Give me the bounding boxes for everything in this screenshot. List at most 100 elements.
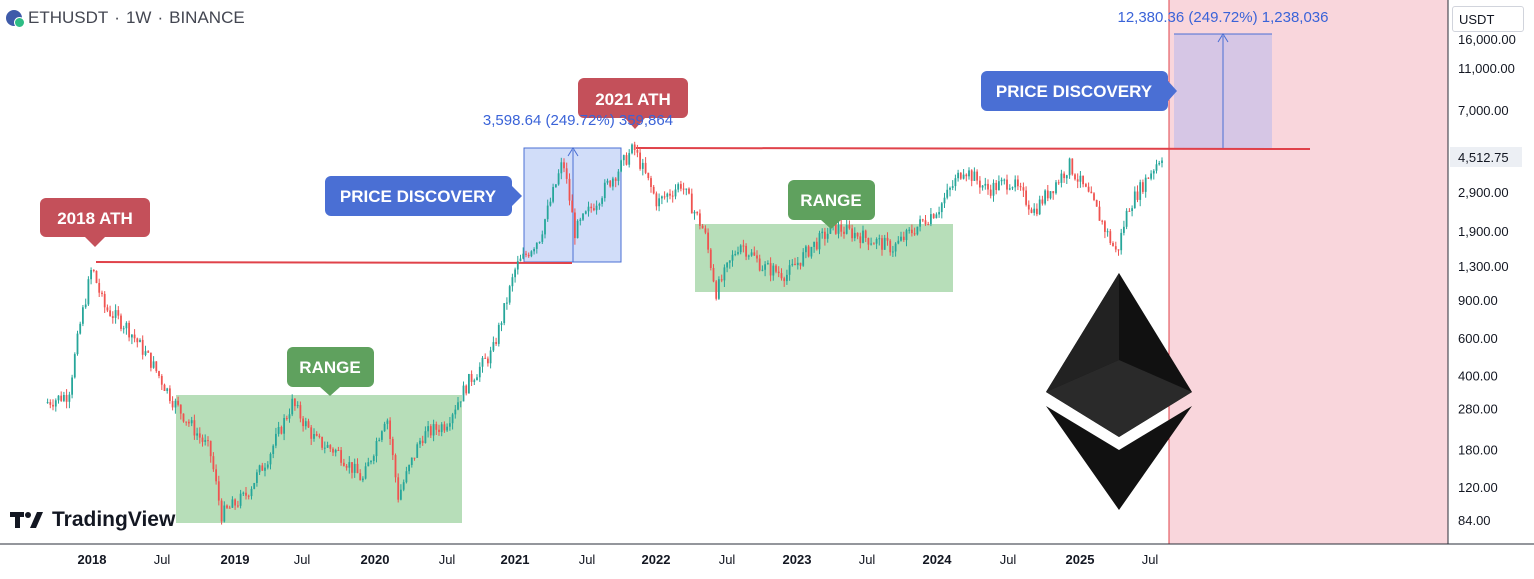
candle-up xyxy=(1079,175,1082,182)
candle-up xyxy=(424,431,427,443)
candle-down xyxy=(188,421,190,424)
candle-up xyxy=(492,342,495,351)
header-separator: · xyxy=(114,8,120,27)
candle-down xyxy=(391,439,394,456)
candle-up xyxy=(323,447,326,449)
measure-label-2: 12,380.36 (249.72%) 1,238,036 xyxy=(1117,9,1328,26)
x-tick-label: Jul xyxy=(1000,552,1017,567)
candle-down xyxy=(834,221,837,234)
candle-down xyxy=(590,206,593,209)
candle-up xyxy=(1033,208,1036,213)
candle-up xyxy=(462,385,465,402)
candle-up xyxy=(367,462,370,467)
candle-up xyxy=(1000,179,1003,182)
candle-up xyxy=(256,472,258,483)
candle-down xyxy=(563,162,565,169)
candle-up xyxy=(631,144,633,154)
x-tick-labels: 2018 Jul 2019 Jul 2020 Jul 2021 Jul 2022 Jul 2023 J… xyxy=(78,552,1159,567)
candle-up xyxy=(552,187,554,202)
candle-down xyxy=(1142,182,1144,192)
candle-down xyxy=(1019,186,1022,188)
candle-up xyxy=(598,203,601,206)
candle-down xyxy=(209,440,212,457)
badge-discovery-1-text: PRICE DISCOVERY xyxy=(340,187,497,206)
x-tick-label: Jul xyxy=(1142,552,1159,567)
candle-up xyxy=(728,260,731,263)
candle-up xyxy=(606,180,609,183)
candle-up xyxy=(131,334,133,338)
candle-up xyxy=(196,433,198,436)
candle-up xyxy=(190,420,193,424)
candle-up xyxy=(1150,173,1152,179)
candle-down xyxy=(565,168,568,179)
candle-down xyxy=(644,162,647,173)
candle-up xyxy=(1106,231,1109,233)
candle-up xyxy=(908,229,911,231)
y-tick-label: 84.00 xyxy=(1458,513,1491,528)
candle-down xyxy=(315,434,318,436)
candle-down xyxy=(106,307,109,311)
candle-down xyxy=(177,400,179,405)
candle-up xyxy=(897,240,900,244)
candle-down xyxy=(302,418,304,427)
candle-down xyxy=(886,237,889,241)
candle-up xyxy=(674,189,677,197)
candle-up xyxy=(1133,191,1136,209)
badge-ath-2021: 2021 ATH xyxy=(578,78,688,129)
candle-up xyxy=(500,323,503,325)
candle-down xyxy=(147,351,150,353)
candle-down xyxy=(285,418,288,419)
candle-up xyxy=(348,462,351,468)
candle-up xyxy=(87,279,90,305)
candle-down xyxy=(182,413,185,422)
currency-selector[interactable]: USDT xyxy=(1452,6,1524,32)
candle-down xyxy=(745,245,747,257)
candle-down xyxy=(1136,191,1139,200)
candle-up xyxy=(1161,160,1163,163)
candle-down xyxy=(413,457,416,459)
candle-up xyxy=(362,478,364,481)
candle-up xyxy=(459,401,462,403)
candle-down xyxy=(989,189,992,196)
candle-down xyxy=(1052,191,1055,194)
candle-down xyxy=(625,155,628,165)
symbol-header[interactable]: ETHUSDT · 1W · BINANCE xyxy=(6,7,245,29)
candle-down xyxy=(807,246,810,257)
x-tick-label: Jul xyxy=(579,552,596,567)
candle-up xyxy=(522,253,525,259)
candle-up xyxy=(666,193,669,197)
price-axis[interactable] xyxy=(1448,0,1534,544)
candle-down xyxy=(780,273,783,279)
candle-up xyxy=(84,304,87,308)
candle-up xyxy=(402,482,405,490)
ath-2021-line xyxy=(635,147,1311,150)
candle-up xyxy=(82,307,84,324)
candle-down xyxy=(864,230,867,238)
candle-up xyxy=(546,205,549,220)
candle-down xyxy=(1046,190,1049,199)
candle-down xyxy=(799,262,802,266)
candle-up xyxy=(549,201,552,206)
candle-up xyxy=(506,302,508,304)
candle-down xyxy=(742,245,745,247)
candle-up xyxy=(919,219,921,227)
x-tick-label: Jul xyxy=(439,552,456,567)
candle-down xyxy=(959,172,962,179)
candle-up xyxy=(557,173,560,185)
badge-range-2: RANGE xyxy=(788,180,875,229)
candle-down xyxy=(1071,158,1074,175)
candle-up xyxy=(353,463,356,473)
candle-down xyxy=(636,150,639,153)
candle-down xyxy=(1093,193,1095,200)
tradingview-watermark: TradingView xyxy=(10,508,175,532)
candle-up xyxy=(427,426,429,432)
candle-up xyxy=(761,269,764,271)
candle-down xyxy=(133,334,136,339)
candle-up xyxy=(449,423,451,427)
candle-up xyxy=(968,170,970,177)
candle-down xyxy=(109,310,111,316)
x-tick-label: 2018 xyxy=(78,552,107,567)
candle-down xyxy=(1112,243,1114,247)
